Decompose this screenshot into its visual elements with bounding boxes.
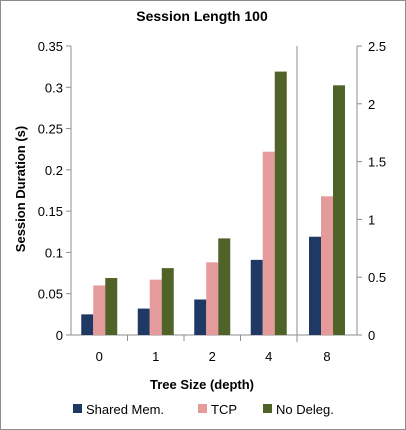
x-tick-label: 2 bbox=[209, 349, 216, 364]
bar bbox=[137, 308, 150, 335]
bar bbox=[262, 151, 275, 335]
left-y-tick-label: 0.05 bbox=[38, 287, 63, 302]
x-tick-label: 4 bbox=[265, 349, 272, 364]
legend-swatch bbox=[198, 404, 207, 413]
right-y-tick-label: 1.5 bbox=[368, 155, 386, 170]
bar bbox=[206, 262, 219, 335]
x-tick-label: 1 bbox=[152, 349, 159, 364]
right-y-tick-label: 0 bbox=[368, 328, 375, 343]
legend-swatch bbox=[73, 404, 82, 413]
legend-swatch bbox=[263, 404, 272, 413]
bar bbox=[149, 279, 162, 335]
left-y-tick-label: 0.25 bbox=[38, 122, 63, 137]
left-y-tick-label: 0.35 bbox=[38, 39, 63, 54]
legend: Shared Mem. TCP No Deleg. bbox=[73, 402, 334, 417]
right-y-tick-label: 2 bbox=[368, 97, 375, 112]
x-tick-label: 0 bbox=[96, 349, 103, 364]
left-y-tick-label: 0.15 bbox=[38, 204, 63, 219]
bar bbox=[93, 285, 106, 335]
chart-title: Session Length 100 bbox=[136, 8, 268, 24]
legend-label: TCP bbox=[211, 402, 237, 417]
bar bbox=[333, 85, 345, 335]
right-y-tick-label: 1 bbox=[368, 212, 375, 227]
bar bbox=[218, 238, 231, 335]
bar bbox=[161, 268, 174, 335]
left-y-tick-label: 0 bbox=[56, 328, 63, 343]
plot-area: 0 0.05 0.1 0.15 0.2 0.25 0.3 0.35 0 1 2 4 0 0.5 1 1.5 2 2… bbox=[38, 39, 386, 364]
bar bbox=[309, 236, 321, 335]
bar bbox=[105, 278, 118, 335]
bar bbox=[321, 196, 333, 335]
left-y-tick-label: 0.2 bbox=[45, 163, 63, 178]
bar bbox=[81, 314, 94, 335]
y-axis-title: Session Duration (s) bbox=[13, 126, 28, 252]
legend-label: No Deleg. bbox=[276, 402, 334, 417]
bar bbox=[194, 299, 207, 335]
x-axis-title: Tree Size (depth) bbox=[150, 377, 254, 392]
left-y-tick-label: 0.1 bbox=[45, 245, 63, 260]
x-tick-label: 8 bbox=[323, 349, 330, 364]
bar bbox=[274, 71, 287, 336]
left-y-tick-label: 0.3 bbox=[45, 80, 63, 95]
right-y-tick-label: 0.5 bbox=[368, 270, 386, 285]
right-y-tick-label: 2.5 bbox=[368, 39, 386, 54]
bar bbox=[250, 259, 263, 335]
legend-label: Shared Mem. bbox=[86, 402, 164, 417]
